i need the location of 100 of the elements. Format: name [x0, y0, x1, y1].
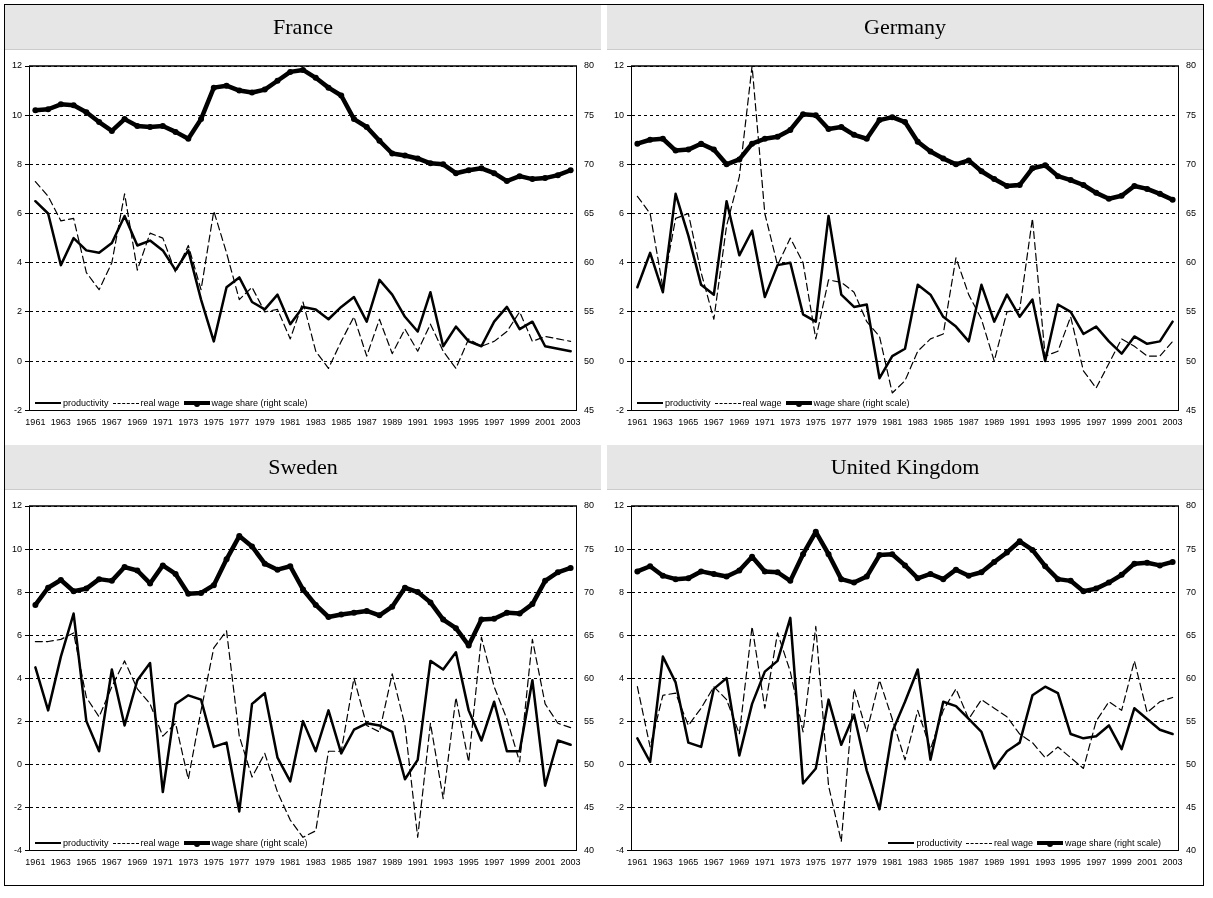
x-tick-label: 2003	[1162, 417, 1183, 428]
legend-label: productivity	[63, 838, 109, 849]
point	[83, 109, 90, 116]
point	[1042, 563, 1049, 570]
point	[45, 106, 52, 113]
point	[567, 167, 574, 174]
point	[503, 178, 510, 185]
y-tick-label: -4	[14, 844, 23, 855]
point	[672, 576, 679, 583]
point	[1016, 182, 1023, 188]
x-tick-label: 1999	[509, 857, 530, 868]
point	[363, 123, 370, 130]
y-tick-label: -2	[616, 404, 625, 415]
point	[685, 575, 692, 582]
point	[440, 616, 447, 623]
point	[978, 168, 985, 175]
point	[991, 558, 998, 565]
point	[452, 170, 459, 177]
point	[401, 152, 408, 159]
point	[800, 551, 807, 558]
y-tick-label: 6	[17, 208, 23, 218]
y-tick-label: 4	[619, 257, 625, 268]
point	[57, 101, 64, 108]
x-tick-label: 1963	[50, 417, 71, 428]
y2-tick-label: 70	[1185, 158, 1196, 169]
x-tick-label: 1997	[484, 417, 505, 428]
x-tick-label: 1989	[382, 417, 403, 428]
y-tick-label: 8	[17, 158, 23, 169]
point	[659, 572, 666, 579]
point	[389, 150, 396, 157]
x-tick-label: 1997	[1086, 857, 1107, 868]
x-tick-label: 1965	[76, 857, 97, 868]
point	[952, 566, 959, 573]
x-tick-label: 1987	[356, 417, 377, 428]
point	[825, 125, 832, 132]
point	[1080, 182, 1087, 188]
point	[838, 576, 845, 583]
x-tick-label: 1981	[882, 417, 903, 428]
y2-tick-label: 45	[1185, 404, 1196, 415]
x-tick-label: 1981	[882, 857, 903, 868]
x-tick-label: 1967	[101, 417, 122, 428]
point	[787, 577, 794, 584]
x-tick-label: 1997	[484, 857, 505, 868]
x-tick-label: 1983	[907, 417, 928, 428]
x-tick-label: 1995	[458, 857, 479, 868]
point	[1144, 185, 1151, 192]
x-tick-label: 1975	[203, 417, 224, 428]
point	[300, 586, 306, 593]
y2-tick-label: 75	[1185, 543, 1196, 554]
chart-title: United Kingdom	[607, 445, 1203, 490]
point	[965, 572, 972, 579]
point	[338, 92, 345, 99]
point	[1118, 192, 1125, 199]
point	[710, 570, 717, 577]
point	[376, 612, 383, 619]
point	[440, 161, 447, 168]
point	[159, 122, 166, 129]
point	[516, 173, 523, 180]
point	[491, 615, 498, 622]
x-tick-label: 1963	[50, 857, 71, 868]
x-tick-label: 1979	[856, 857, 877, 868]
point	[567, 564, 574, 571]
y2-tick-label: 40	[1185, 844, 1196, 855]
y-tick-label: 2	[17, 306, 23, 317]
x-tick-label: 1969	[729, 857, 750, 868]
legend-label: wage share (right scale)	[1064, 838, 1161, 849]
point	[554, 569, 561, 576]
point	[1003, 182, 1010, 189]
y-tick-label: 10	[614, 109, 625, 120]
point	[1003, 549, 1010, 556]
point	[838, 123, 845, 130]
x-tick-label: 2003	[1162, 857, 1183, 868]
point	[927, 570, 934, 577]
point	[863, 573, 870, 580]
x-tick-label: 1985	[933, 417, 954, 428]
x-tick-label: 1977	[831, 417, 852, 428]
point	[350, 116, 357, 123]
point	[723, 573, 730, 580]
y-tick-label: 8	[17, 586, 23, 597]
chart-title: Sweden	[5, 445, 601, 490]
point	[914, 138, 921, 145]
y2-tick-label: 65	[583, 629, 594, 640]
point	[761, 135, 768, 142]
x-tick-label: 1977	[229, 417, 250, 428]
point	[1042, 162, 1049, 169]
y-tick-label: 6	[619, 629, 625, 640]
y-tick-label: -2	[14, 801, 23, 812]
point	[1054, 576, 1061, 583]
point	[529, 176, 536, 183]
y-tick-label: 2	[619, 715, 625, 726]
point	[363, 607, 370, 614]
point	[876, 117, 883, 124]
point	[427, 599, 434, 606]
point	[902, 562, 908, 569]
y2-tick-label: 50	[583, 355, 594, 366]
legend-label: productivity	[665, 398, 711, 409]
point	[1093, 189, 1100, 196]
point	[723, 161, 730, 168]
x-tick-label: 1985	[331, 857, 352, 868]
point	[516, 610, 523, 617]
